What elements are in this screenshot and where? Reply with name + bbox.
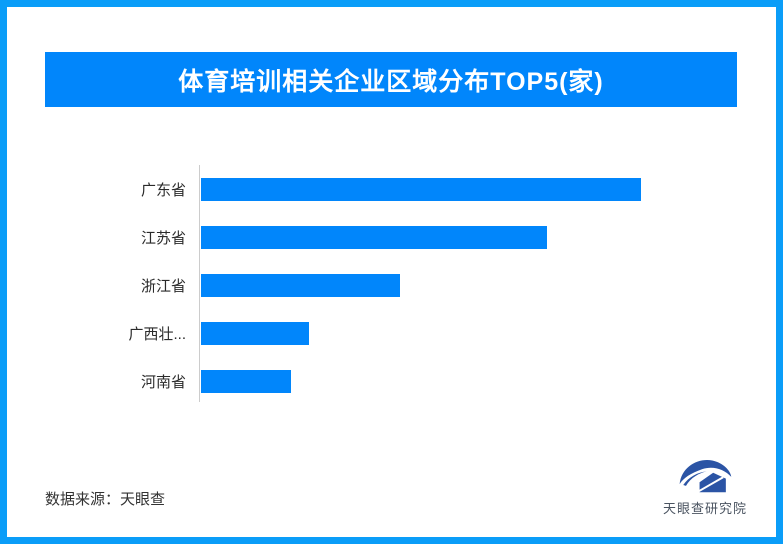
bar-4	[201, 321, 309, 345]
bar-3	[201, 273, 400, 297]
brand-logo-label: 天眼查研究院	[662, 501, 747, 516]
bar-2	[201, 225, 547, 249]
category-label: 江苏省	[140, 229, 186, 247]
category-label: 河南省	[140, 373, 186, 391]
tianyancha-logo-icon	[679, 460, 732, 493]
bar-row: 广西壮...	[45, 309, 745, 357]
bar-1	[201, 177, 641, 201]
bar-rows: 广东省江苏省浙江省广西壮... 河南省	[45, 165, 745, 405]
category-label: 浙江省	[140, 277, 186, 295]
page-title: 体育培训相关企业区域分布TOP5(家)	[178, 67, 604, 96]
bar-row: 江苏省	[45, 213, 745, 261]
y-axis-line	[199, 165, 200, 402]
category-label: 广西壮...	[128, 325, 186, 343]
brand-logo: 天眼查研究院	[655, 455, 755, 517]
data-source-label: 数据来源：天眼查	[45, 491, 166, 508]
bar-5	[201, 369, 291, 393]
bar-row: 河南省	[45, 357, 745, 405]
bar-row: 广东省	[45, 165, 745, 213]
category-label: 广东省	[140, 181, 186, 199]
title-banner: 体育培训相关企业区域分布TOP5(家)	[45, 52, 737, 107]
bar-row: 浙江省	[45, 261, 745, 309]
